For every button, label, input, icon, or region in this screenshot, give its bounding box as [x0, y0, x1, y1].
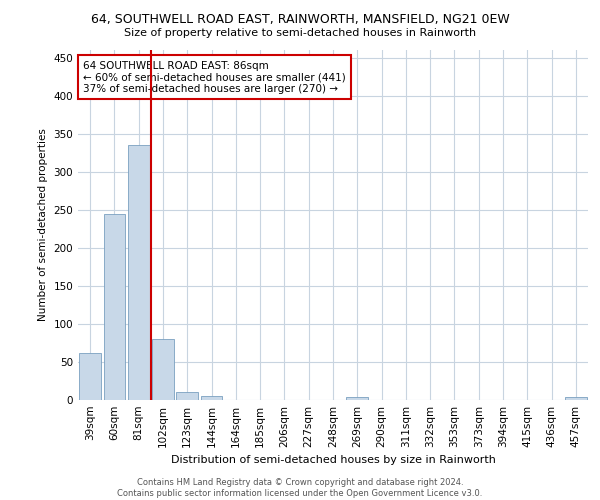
X-axis label: Distribution of semi-detached houses by size in Rainworth: Distribution of semi-detached houses by …: [170, 456, 496, 466]
Bar: [176, 392, 198, 400]
Bar: [152, 339, 174, 400]
Y-axis label: Number of semi-detached properties: Number of semi-detached properties: [38, 128, 48, 322]
Bar: [79, 353, 101, 400]
Text: Contains HM Land Registry data © Crown copyright and database right 2024.
Contai: Contains HM Land Registry data © Crown c…: [118, 478, 482, 498]
Bar: [346, 397, 368, 400]
Text: Size of property relative to semi-detached houses in Rainworth: Size of property relative to semi-detach…: [124, 28, 476, 38]
Bar: [200, 396, 223, 400]
Text: 64 SOUTHWELL ROAD EAST: 86sqm
← 60% of semi-detached houses are smaller (441)
37: 64 SOUTHWELL ROAD EAST: 86sqm ← 60% of s…: [83, 60, 346, 94]
Bar: [565, 397, 587, 400]
Bar: [104, 214, 125, 400]
Text: 64, SOUTHWELL ROAD EAST, RAINWORTH, MANSFIELD, NG21 0EW: 64, SOUTHWELL ROAD EAST, RAINWORTH, MANS…: [91, 12, 509, 26]
Bar: [128, 145, 149, 400]
